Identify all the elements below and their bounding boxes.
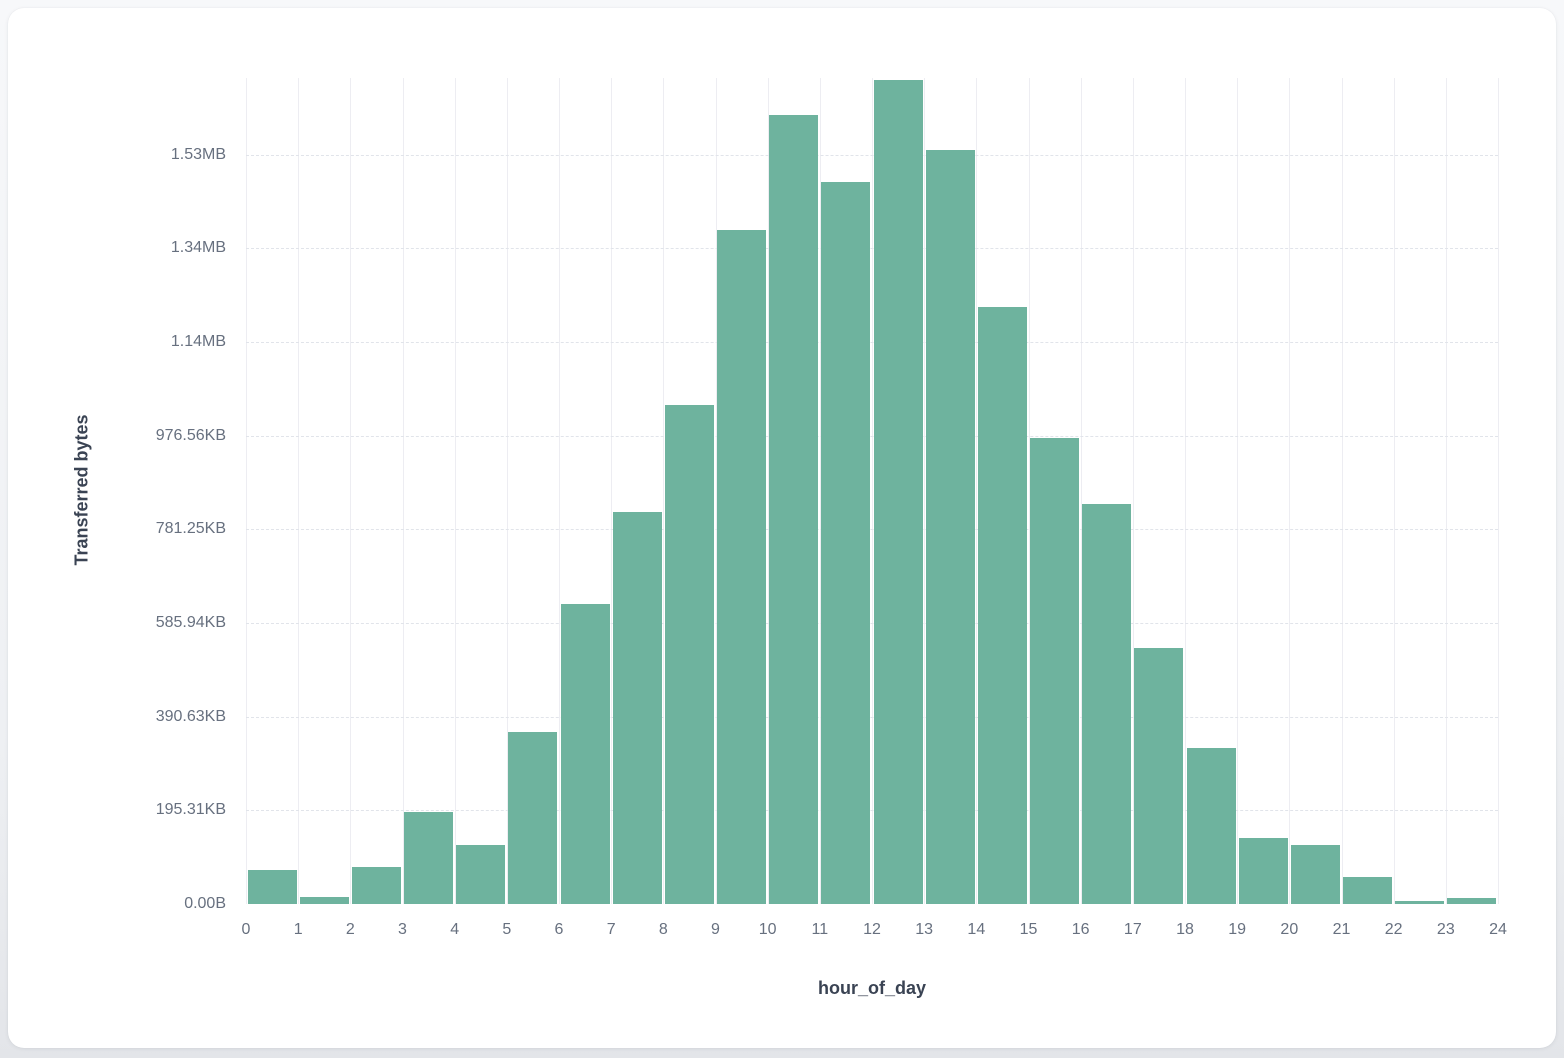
histogram-bar[interactable] (821, 182, 871, 904)
vertical-gridline (1341, 78, 1343, 904)
horizontal-gridline (246, 248, 1498, 250)
x-tick-label: 24 (1489, 921, 1507, 938)
vertical-gridline (1237, 78, 1239, 904)
histogram-bar[interactable] (560, 603, 610, 904)
y-tick-label: 1.14MB (170, 333, 226, 351)
chart-card: 0.00B 195.31KB 390.63KB 585.94KB 781.25KB 976… (8, 8, 1556, 1048)
vertical-gridline (767, 78, 769, 904)
histogram-bar[interactable] (1343, 876, 1393, 904)
vertical-gridline (1028, 78, 1030, 904)
vertical-gridline (1080, 78, 1082, 904)
x-tick-label: 21 (1332, 921, 1351, 938)
histogram-bar[interactable] (769, 114, 819, 904)
histogram-bar[interactable] (351, 867, 401, 904)
vertical-gridline (298, 78, 300, 904)
horizontal-gridline (246, 342, 1498, 344)
y-tick-label: 976.56KB (155, 426, 226, 444)
x-tick-label: 20 (1280, 921, 1299, 938)
y-tick-label: 781.25KB (155, 520, 226, 538)
histogram-bar[interactable] (873, 79, 923, 904)
y-tick-label: 0.00B (184, 895, 226, 912)
y-tick-label: 585.94KB (155, 614, 226, 632)
histogram-bar[interactable] (299, 896, 349, 904)
x-tick-label: 17 (1123, 921, 1142, 938)
vertical-gridline (611, 78, 613, 904)
x-tick-label: 22 (1384, 921, 1403, 938)
horizontal-gridline (246, 716, 1498, 718)
horizontal-gridline (246, 435, 1498, 437)
histogram-bar[interactable] (1082, 503, 1132, 904)
x-tick-label: 15 (1019, 921, 1038, 938)
x-tick-label: 14 (967, 921, 986, 938)
vertical-gridline (1498, 78, 1499, 904)
histogram-bar[interactable] (1447, 898, 1497, 904)
plot-area (246, 78, 1499, 904)
x-tick-label: 9 (711, 921, 720, 938)
vertical-gridline (350, 78, 352, 904)
horizontal-gridline (246, 623, 1498, 625)
histogram-bar[interactable] (664, 405, 714, 904)
vertical-gridline (1132, 78, 1134, 904)
histogram-bar[interactable] (1030, 438, 1080, 904)
x-tick-label: 6 (554, 921, 564, 938)
x-tick-label: 13 (915, 921, 934, 938)
y-tick-label: 195.31KB (155, 801, 226, 819)
x-tick-label: 23 (1436, 921, 1455, 938)
x-tick-label: 1 (293, 921, 303, 938)
vertical-gridline (1445, 78, 1447, 904)
histogram-bar[interactable] (508, 731, 558, 904)
x-tick-label: 18 (1176, 921, 1194, 938)
histogram-bar[interactable] (1290, 845, 1340, 904)
histogram-bar[interactable] (1134, 648, 1184, 904)
y-axis-title: Transferred bytes (71, 414, 92, 566)
horizontal-gridline (246, 154, 1498, 156)
vertical-gridline (559, 78, 560, 904)
x-axis-title: hour_of_day (817, 978, 927, 998)
histogram-bar[interactable] (717, 230, 767, 904)
histogram-bar[interactable] (1186, 747, 1236, 904)
x-tick-label: 16 (1071, 921, 1090, 938)
histogram-bar[interactable] (612, 511, 662, 904)
vertical-gridline (1185, 78, 1186, 904)
vertical-gridline (402, 78, 404, 904)
x-tick-label: 19 (1228, 921, 1247, 938)
horizontal-gridline (246, 810, 1498, 812)
y-tick-label: 1.53MB (170, 145, 226, 163)
x-tick-label: 12 (863, 921, 881, 938)
histogram-bar[interactable] (456, 845, 506, 904)
histogram-bar[interactable] (1238, 838, 1288, 904)
vertical-gridline (1289, 78, 1291, 904)
histogram-bar[interactable] (404, 812, 454, 904)
vertical-gridline (819, 78, 821, 904)
vertical-gridline (715, 78, 717, 904)
vertical-gridline (924, 78, 926, 904)
vertical-gridline (976, 78, 978, 904)
x-tick-label: 10 (758, 921, 777, 938)
x-tick-label: 0 (241, 921, 251, 938)
vertical-gridline (663, 78, 665, 904)
vertical-gridline (872, 78, 873, 904)
histogram-bar[interactable] (925, 149, 975, 904)
vertical-gridline (1393, 78, 1395, 904)
y-tick-label: 1.34MB (170, 239, 226, 257)
horizontal-gridline (246, 529, 1498, 531)
x-tick-label: 2 (345, 921, 355, 938)
y-tick-label: 390.63KB (155, 707, 226, 725)
x-tick-label: 7 (606, 921, 616, 938)
x-tick-label: 11 (811, 921, 829, 938)
histogram-bar[interactable] (977, 306, 1027, 904)
vertical-gridline (246, 78, 247, 904)
vertical-gridline (454, 78, 456, 904)
histogram-bar[interactable] (1395, 901, 1445, 904)
x-tick-label: 4 (450, 921, 460, 938)
vertical-gridline (506, 78, 508, 904)
x-tick-label: 3 (398, 921, 407, 938)
x-tick-label: 8 (658, 921, 668, 938)
x-tick-label: 5 (502, 921, 512, 938)
histogram-bar[interactable] (247, 870, 297, 904)
